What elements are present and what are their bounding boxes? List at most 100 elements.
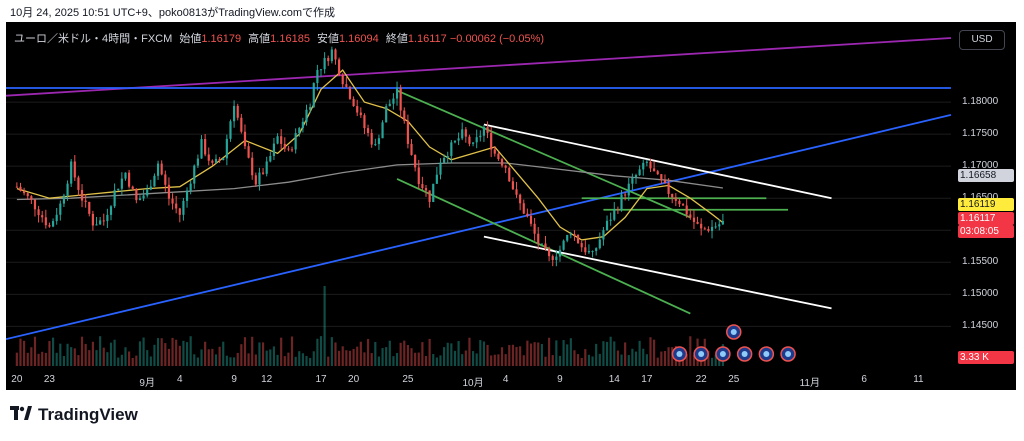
low-label: 安値 xyxy=(317,33,339,45)
volume-bar xyxy=(15,352,18,366)
volume-bar xyxy=(113,339,116,366)
volume-bar xyxy=(59,343,62,366)
candle-body xyxy=(26,193,29,197)
candle-body xyxy=(663,180,667,183)
volume-bar xyxy=(692,355,696,366)
fast-moving-average-line xyxy=(16,69,724,241)
candle-body xyxy=(363,115,366,129)
volume-bar xyxy=(348,350,352,366)
candle-body xyxy=(374,144,377,146)
volume-bar xyxy=(569,338,572,366)
volume-bar xyxy=(196,357,199,366)
volume-bar xyxy=(490,355,493,366)
volume-bar xyxy=(290,336,294,366)
volume-bar xyxy=(573,350,576,366)
volume-bar xyxy=(55,352,58,366)
volume-bar xyxy=(649,337,652,366)
volume-bar xyxy=(247,353,250,366)
candle-body xyxy=(167,184,171,199)
volume-bar xyxy=(70,347,73,366)
candle-body xyxy=(113,190,116,207)
volume-bar xyxy=(200,349,203,366)
current-price-label: 1.16117 xyxy=(958,212,1014,225)
open-value: 1.16179 xyxy=(201,33,242,45)
candle-body xyxy=(414,154,417,168)
candle-body xyxy=(164,174,167,185)
candle-body xyxy=(667,182,670,194)
candle-body xyxy=(508,167,511,182)
volume-bar xyxy=(515,346,518,366)
volume-bar xyxy=(233,357,236,366)
candle-body xyxy=(62,195,66,204)
volume-bar xyxy=(439,355,442,366)
economic-event-icon xyxy=(758,346,775,362)
volume-bar xyxy=(178,345,181,366)
candle-body xyxy=(156,163,160,176)
volume-bar xyxy=(377,356,381,366)
volume-bar xyxy=(613,341,616,366)
countdown-label: 03:08:05 xyxy=(958,225,1014,238)
x-tick-label: 10月 xyxy=(462,378,484,389)
candle-body xyxy=(345,84,348,87)
volume-bar xyxy=(185,342,189,366)
volume-bar xyxy=(399,342,402,366)
candle-body xyxy=(638,169,641,176)
candle-body xyxy=(193,165,196,184)
volume-bar xyxy=(41,351,44,366)
high-value: 1.16185 xyxy=(270,33,310,45)
candle-body xyxy=(660,174,663,181)
volume-bar xyxy=(580,357,583,366)
candle-body xyxy=(243,131,247,147)
candle-body xyxy=(106,214,109,222)
volume-bar xyxy=(204,341,207,366)
candle-body xyxy=(461,129,464,139)
candle-body xyxy=(135,188,138,201)
candle-body xyxy=(149,186,152,190)
chart-panel[interactable]: ユーロ／米ドル・4時間・FXCM 始値1.16179 高値1.16185 安値1… xyxy=(6,22,1016,390)
volume-bar xyxy=(537,342,540,366)
volume-bar xyxy=(102,347,105,366)
candle-body xyxy=(204,139,207,155)
volume-bar xyxy=(149,356,152,366)
volume-bar xyxy=(710,357,714,366)
volume-bar xyxy=(280,337,283,366)
candle-body xyxy=(280,136,283,144)
candle-body xyxy=(678,200,681,205)
volume-bar xyxy=(656,357,659,366)
candle-body xyxy=(222,158,225,160)
volume-bar xyxy=(312,351,315,366)
high-label: 高値 xyxy=(248,33,271,45)
candle-body xyxy=(153,175,156,187)
volume-bar xyxy=(548,337,551,366)
candle-body xyxy=(576,235,580,244)
volume-bar xyxy=(450,343,453,366)
candle-body xyxy=(30,196,33,200)
volume-bar xyxy=(497,354,500,366)
currency-button[interactable]: USD xyxy=(959,30,1005,50)
candle-body xyxy=(718,224,721,227)
candle-body xyxy=(312,83,315,108)
volume-bar xyxy=(294,356,297,366)
candle-body xyxy=(120,178,123,189)
x-tick-label: 17 xyxy=(315,374,327,385)
candle-body xyxy=(200,139,203,159)
candle-body xyxy=(254,175,257,185)
volume-bar xyxy=(522,355,525,366)
price-chart[interactable] xyxy=(6,22,1016,390)
candle-body xyxy=(59,203,62,215)
candle-body xyxy=(109,206,113,215)
volume-bar xyxy=(334,342,337,366)
candle-body xyxy=(519,194,522,204)
candle-body xyxy=(233,105,236,122)
tradingview-logo-icon xyxy=(10,404,32,425)
candle-body xyxy=(128,172,131,187)
volume-bar xyxy=(153,344,156,366)
volume-bar xyxy=(392,356,395,366)
candle-body xyxy=(522,203,525,214)
candle-body xyxy=(616,209,619,211)
candle-body xyxy=(66,183,69,196)
volume-bar xyxy=(366,338,370,366)
x-tick-label: 23 xyxy=(43,374,55,385)
volume-bar xyxy=(493,354,496,366)
volume-bar xyxy=(381,348,384,366)
